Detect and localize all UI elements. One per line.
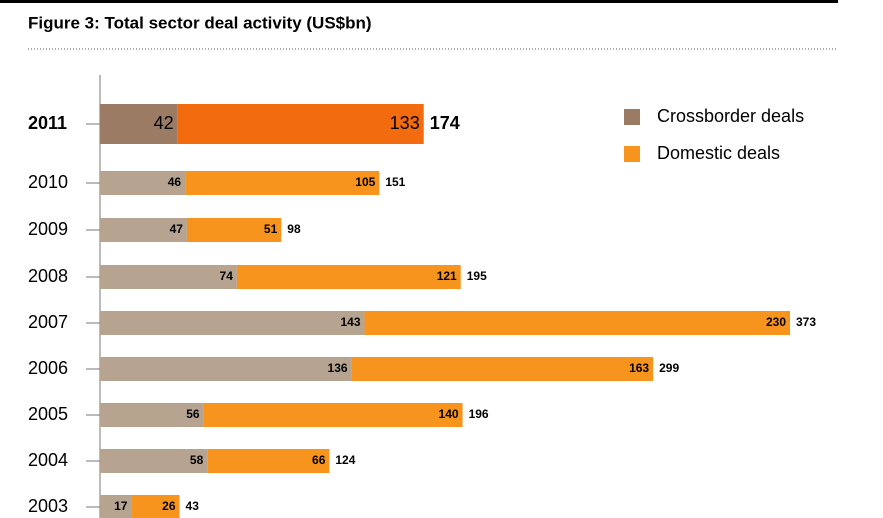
bar-segment [100,171,186,195]
total-label: 299 [659,361,679,375]
bar-segment [186,218,282,242]
bar-segment [207,449,330,473]
value-label: 46 [168,175,182,189]
value-label: 17 [114,499,128,513]
bar-segment [100,218,187,242]
y-tick-label: 2005 [28,404,68,424]
y-tick-label: 2007 [28,312,68,332]
total-label: 151 [385,175,405,189]
y-tick-label: 2008 [28,266,68,286]
top-rule [0,0,838,3]
total-label: 124 [335,453,355,467]
total-label: 174 [430,113,460,133]
value-label: 230 [766,315,786,329]
total-label: 98 [287,222,301,236]
bar-segment [131,495,180,518]
y-tick-label: 2003 [28,496,68,516]
bar-segment [100,449,208,473]
legend-label: Crossborder deals [657,106,804,126]
value-label: 136 [328,361,348,375]
value-label: 47 [170,222,184,236]
bar-segment [100,265,237,289]
bar-segment [185,171,380,195]
bar-segment [203,403,463,427]
value-label: 143 [340,315,360,329]
total-label: 195 [467,269,487,283]
y-tick-label: 2010 [28,172,68,192]
total-label: 373 [796,315,816,329]
legend-swatch [624,109,640,125]
value-label: 42 [154,113,174,133]
value-label: 121 [437,269,457,283]
value-label: 105 [355,175,375,189]
total-label: 43 [186,499,200,513]
bar-segment [100,311,365,335]
bar-segment [100,403,204,427]
y-tick-label: 2011 [28,113,67,133]
value-label: 74 [220,269,234,283]
value-label: 56 [186,407,200,421]
value-label: 140 [439,407,459,421]
bar-segment [364,311,790,335]
value-label: 66 [312,453,326,467]
bar-segment [236,265,461,289]
y-tick-label: 2004 [28,450,68,470]
bar-segment [100,104,178,144]
value-label: 26 [162,499,176,513]
chart-title: Figure 3: Total sector deal activity (US… [28,13,372,32]
value-label: 133 [390,113,420,133]
bar-segment [177,104,424,144]
bar-segment [100,357,352,381]
total-label: 196 [469,407,489,421]
y-tick-label: 2006 [28,358,68,378]
y-tick-label: 2009 [28,219,68,239]
legend-swatch [624,146,640,162]
value-label: 163 [629,361,649,375]
bar-segment [351,357,654,381]
value-label: 58 [190,453,204,467]
value-label: 51 [264,222,278,236]
legend-label: Domestic deals [657,143,780,163]
bar-segment [100,495,132,518]
